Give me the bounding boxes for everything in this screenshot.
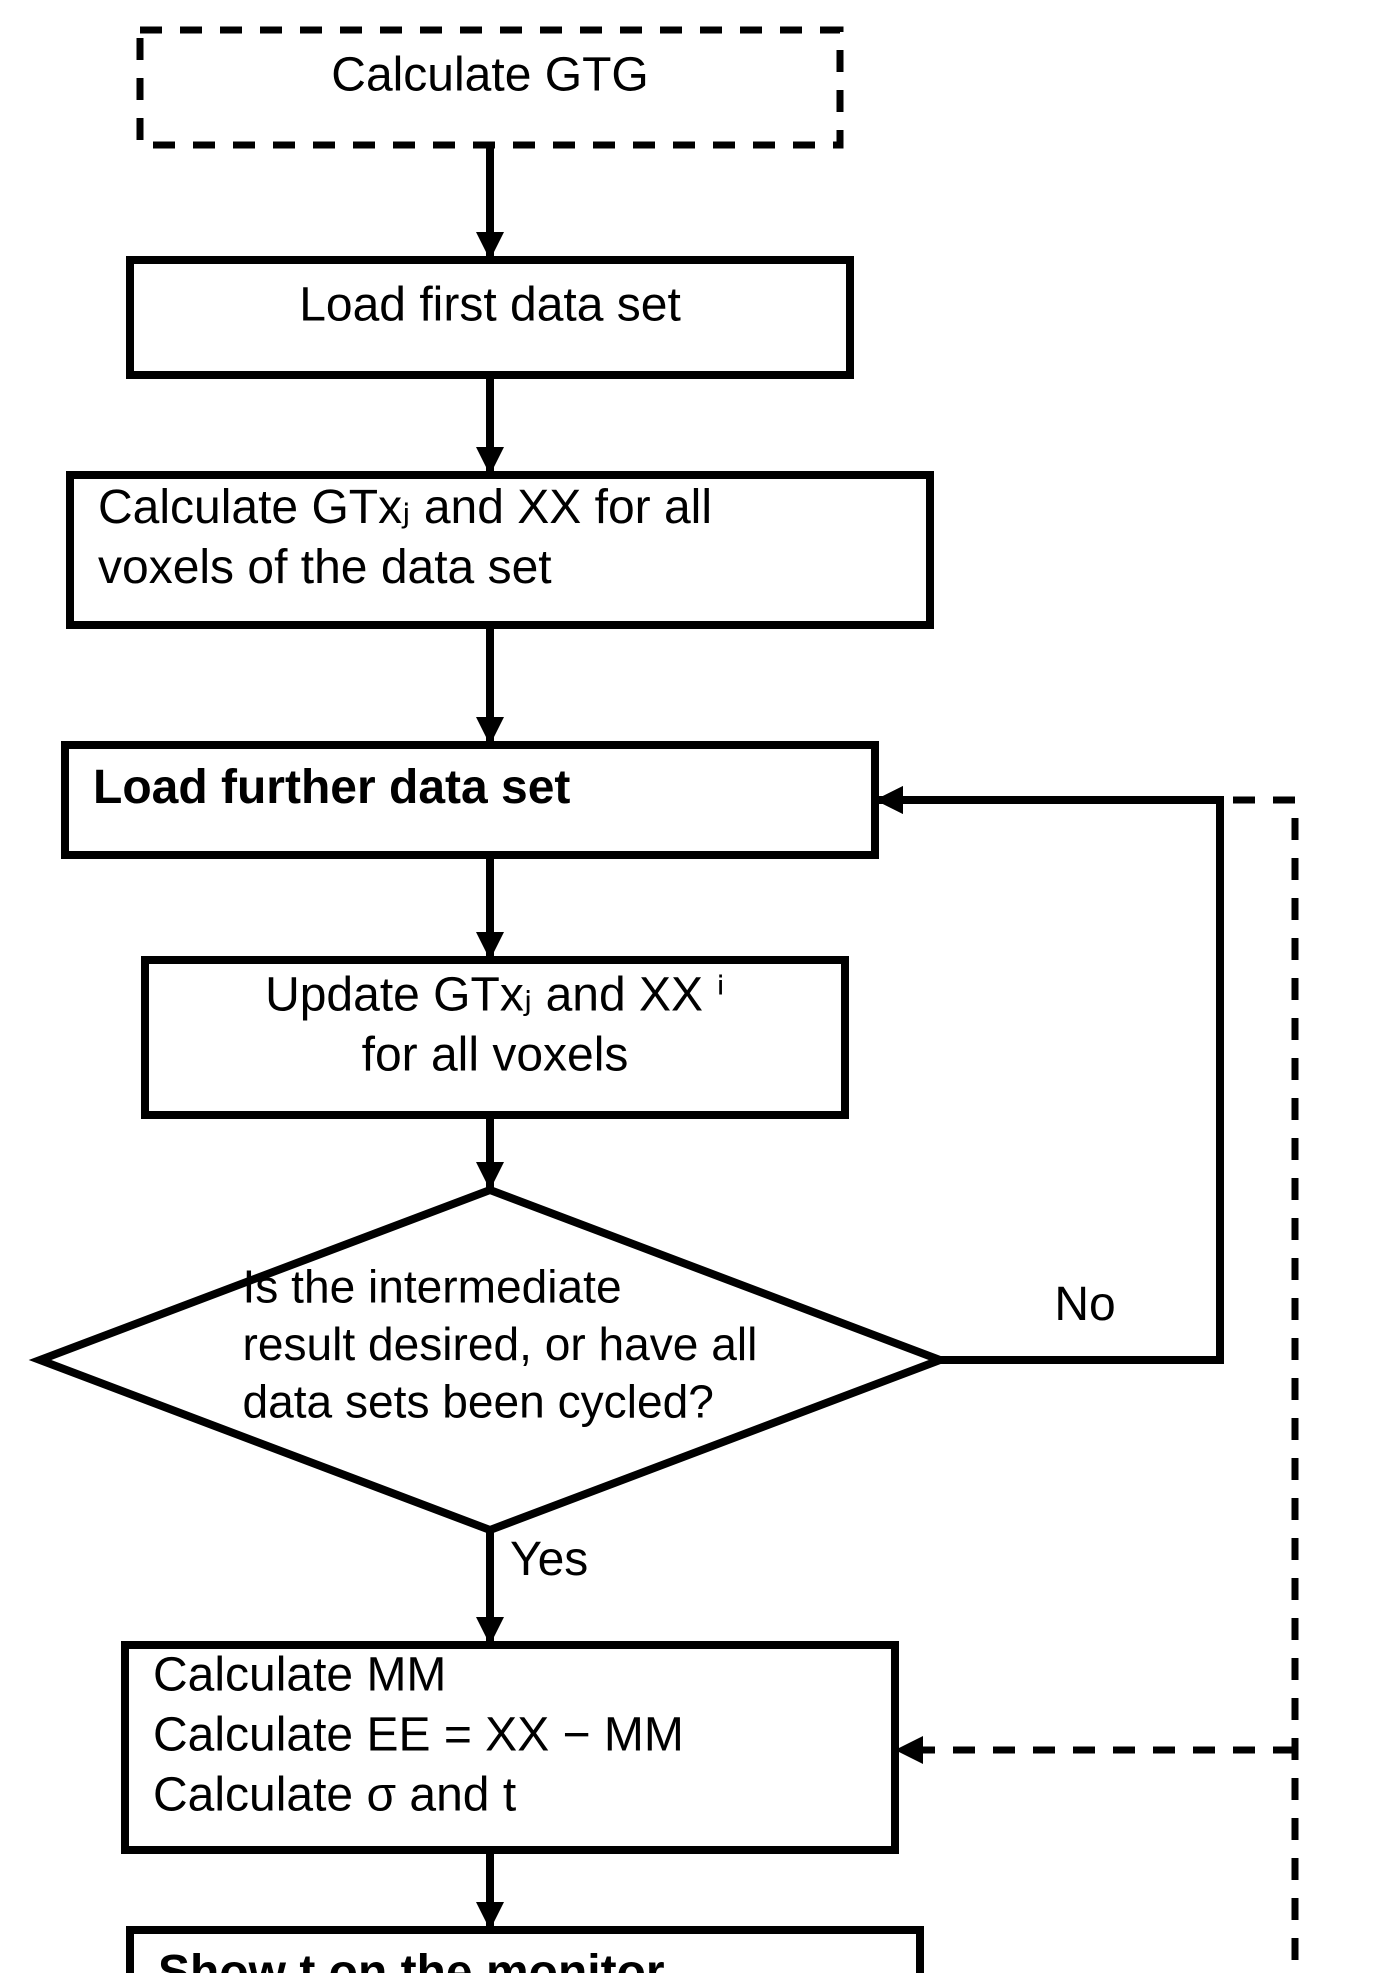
edge-label: No xyxy=(1054,1278,1115,1331)
node-n4: Load further data set xyxy=(65,745,875,855)
edge-label: Yes xyxy=(510,1533,588,1586)
node-n2: Load first data set xyxy=(130,260,850,375)
node-n6-line2: data sets been cycled? xyxy=(243,1376,714,1428)
node-n6-line0: Is the intermediate xyxy=(243,1260,622,1312)
node-n1-line0: Calculate GTG xyxy=(331,49,648,102)
node-n5: Update GTxⱼ and XX ⁱ for all voxels xyxy=(145,960,845,1115)
node-n7-line1: Calculate EE = XX − MM xyxy=(153,1709,684,1762)
node-n6-line1: result desired, or have all xyxy=(243,1318,758,1370)
node-n1: Calculate GTG xyxy=(140,30,840,145)
node-n5-line0: Update GTxⱼ and XX ⁱ xyxy=(265,969,725,1022)
node-n7: Calculate MM Calculate EE = XX − MM Calcul… xyxy=(125,1645,895,1850)
node-n7-line0: Calculate MM xyxy=(153,1649,446,1702)
node-n8-line0: Show t on the monitor xyxy=(158,1946,665,1973)
node-n2-line0: Load first data set xyxy=(299,279,681,332)
node-n3-line0: Calculate GTxⱼ and XX for all xyxy=(98,481,712,534)
node-n3: Calculate GTxⱼ and XX for all voxels of t… xyxy=(70,475,930,625)
node-n3-line1: voxels of the data set xyxy=(98,541,552,594)
node-n8: Show t on the monitor xyxy=(130,1930,920,1973)
node-n4-line0: Load further data set xyxy=(93,761,570,814)
node-n7-line2: Calculate σ and t xyxy=(153,1769,516,1822)
node-n5-line1: for all voxels xyxy=(362,1029,629,1082)
